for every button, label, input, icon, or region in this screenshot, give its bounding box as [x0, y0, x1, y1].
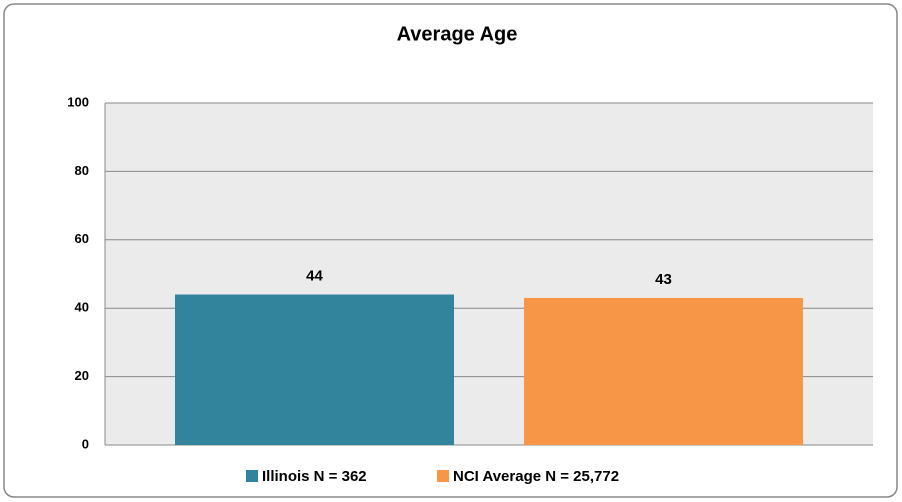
- chart-title: Average Age: [397, 23, 518, 45]
- y-tick-label: 80: [75, 163, 89, 178]
- y-tick-label: 0: [82, 436, 89, 451]
- data-label: 43: [655, 271, 672, 288]
- y-tick-label: 100: [67, 94, 89, 109]
- y-tick-label: 60: [75, 231, 89, 246]
- legend-swatch: [437, 470, 449, 482]
- legend-swatch: [246, 470, 258, 482]
- legend-label: Illinois N = 362: [262, 468, 367, 485]
- y-tick-label: 20: [75, 368, 89, 383]
- data-label: 44: [306, 267, 323, 284]
- bar: [175, 294, 454, 445]
- y-tick-label: 40: [75, 300, 89, 315]
- bar: [524, 297, 803, 445]
- legend-label: NCI Average N = 25,772: [453, 468, 619, 485]
